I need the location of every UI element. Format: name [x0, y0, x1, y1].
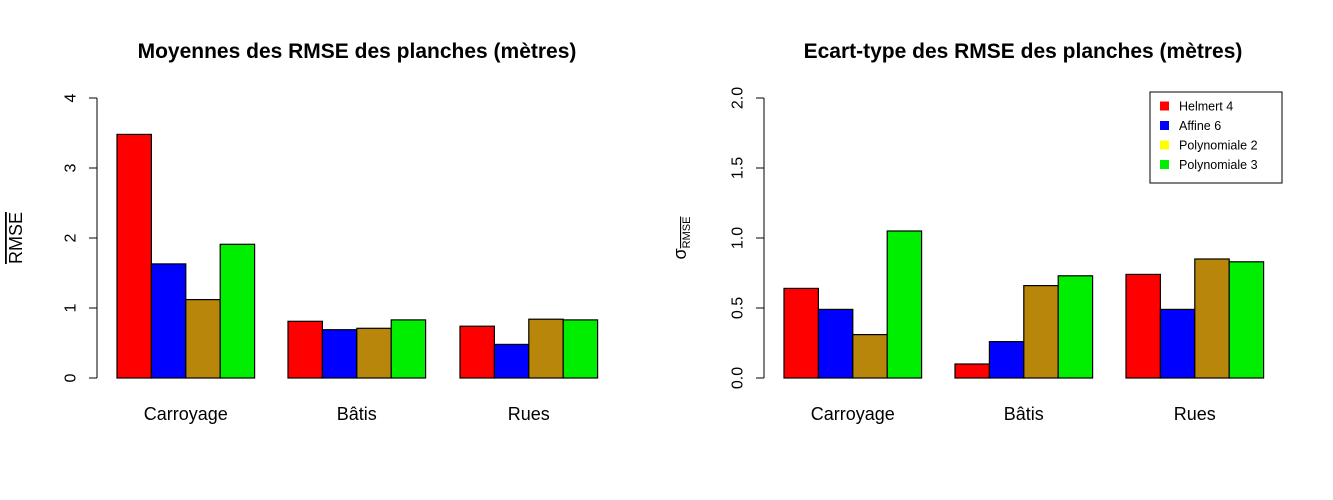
legend-box: [1149, 91, 1283, 184]
x-category-label: Bâtis: [1004, 404, 1044, 424]
y-tick-label: 4: [63, 93, 80, 102]
legend-swatch: [1160, 101, 1169, 111]
x-category-label: Carroyage: [144, 404, 228, 424]
x-category-label: Carroyage: [811, 404, 895, 424]
bar-series-1: [116, 133, 153, 379]
bar-helmert-4: [1125, 273, 1162, 379]
y-tick-label: 2: [63, 233, 80, 242]
chart-title: Moyennes des RMSE des planches (mètres): [138, 40, 577, 63]
y-tick-label: 0.5: [730, 297, 747, 319]
bar-helmert-4: [954, 363, 991, 379]
y-axis-label: RMSE: [6, 212, 26, 264]
bar-polynomiale-3: [886, 230, 923, 379]
bar-helmert-4: [783, 287, 820, 379]
y-tick-label: 1.0: [730, 227, 747, 249]
y-tick-label: 3: [63, 163, 80, 172]
legend-swatch: [1160, 140, 1169, 150]
chart-title: Ecart-type des RMSE des planches (mètres…: [804, 40, 1243, 63]
y-tick-label: 2.0: [730, 87, 747, 109]
legend-label: Polynomiale 2: [1179, 139, 1258, 153]
sd-rmse-chart: Ecart-type des RMSE des planches (mètres…: [670, 40, 1283, 424]
legend-swatch: [1160, 121, 1169, 130]
legend-label: Affine 6: [1179, 119, 1221, 133]
x-category-label: Rues: [508, 404, 550, 424]
legend-swatch: [1160, 160, 1169, 169]
x-category-label: Rues: [1174, 404, 1216, 424]
x-category-label: Bâtis: [337, 404, 377, 424]
bar-series-1: [287, 320, 324, 379]
bar-affine-6: [817, 308, 854, 379]
bar-affine-6: [988, 341, 1025, 379]
bar-series-2: [493, 343, 530, 379]
bar-series-3: [528, 318, 564, 379]
bar-series-3: [356, 327, 392, 379]
y-tick-label: 0.0: [730, 367, 747, 389]
bar-series-1: [459, 325, 496, 379]
y-axis-label-subscript: RMSE: [681, 217, 693, 249]
bar-polynomiale-3: [1228, 261, 1265, 379]
bar-polynomiale-2: [1023, 285, 1059, 379]
bar-series-4: [390, 319, 427, 379]
bar-series-2: [150, 263, 187, 379]
bar-series-4: [219, 243, 256, 379]
y-tick-label: 1: [63, 303, 80, 312]
bar-series-4: [562, 319, 599, 379]
bar-polynomiale-2: [1194, 258, 1230, 379]
y-axis-label: σRMSE: [670, 217, 693, 260]
bar-affine-6: [1159, 308, 1196, 379]
bar-series-3: [185, 299, 221, 379]
legend-label: Polynomiale 3: [1179, 158, 1258, 172]
bar-polynomiale-2: [852, 334, 888, 379]
bar-polynomiale-3: [1057, 275, 1094, 379]
mean-rmse-chart: Moyennes des RMSE des planches (mètres) 0…: [6, 40, 599, 424]
y-tick-label: 0: [63, 373, 80, 382]
y-axis-label-symbol: σ: [670, 248, 690, 259]
y-tick-label: 1.5: [730, 157, 747, 179]
legend-label: Helmert 4: [1179, 100, 1233, 114]
bar-series-2: [321, 329, 358, 379]
